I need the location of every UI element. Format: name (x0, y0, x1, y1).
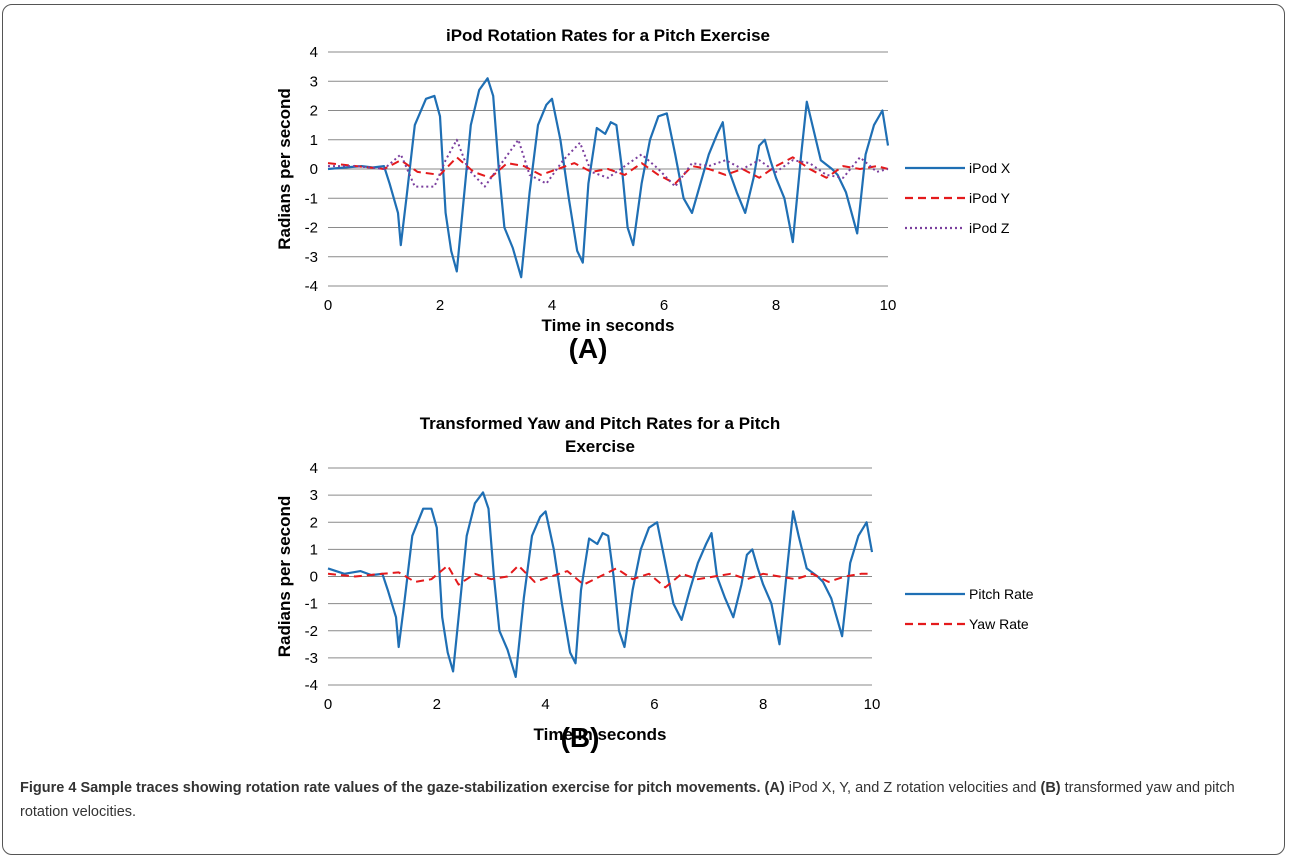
chart-b-y-tick-label: -1 (305, 596, 318, 613)
chart-b-x-tick-label: 2 (433, 696, 441, 713)
chart-a-series-line-ipod-y (327, 156, 889, 185)
chart-b-panel-label: (B) (561, 722, 600, 753)
chart-b-y-tick-label: 3 (310, 487, 318, 504)
figure-caption: Figure 4 Sample traces showing rotation … (20, 776, 1270, 824)
chart-a-legend-label: iPod X (969, 160, 1011, 176)
caption-figure-label: Figure 4 (20, 780, 77, 796)
figure-frame (2, 4, 1285, 855)
chart-b-y-tick-label: -2 (305, 623, 318, 640)
chart-b-series-line-pitch-rate (327, 491, 874, 679)
chart-a-series-line-ipod-z (328, 138, 889, 188)
chart-b-y-tick-label: 2 (310, 514, 318, 531)
chart-b-x-tick-label: 8 (759, 696, 767, 713)
chart-a-panel-label: (A) (569, 333, 608, 364)
chart-a-x-tick-label: 8 (772, 297, 780, 314)
chart-a-y-tick-label: -4 (305, 278, 318, 295)
caption-text-a: iPod X, Y, and Z rotation velocities and (788, 780, 1037, 796)
chart-a-y-tick-label: -2 (305, 220, 318, 237)
chart-b-legend-label: Pitch Rate (969, 586, 1034, 602)
chart-b-y-tick-label: -3 (305, 650, 318, 667)
chart-a-y-tick-label: 1 (310, 132, 318, 149)
chart-b-y-tick-label: 1 (310, 541, 318, 558)
chart-a-x-axis-title: Time in seconds (542, 316, 675, 335)
chart-a-y-tick-label: 0 (310, 161, 318, 178)
chart-b-title: Transformed Yaw and Pitch Rates for a Pi… (420, 414, 781, 433)
chart-a-y-tick-label: -1 (305, 190, 318, 207)
chart-a-y-tick-label: 2 (310, 103, 318, 120)
caption-text-b: transformed yaw and pitch rotation veloc… (20, 780, 1235, 820)
chart-b-x-tick-label: 6 (650, 696, 658, 713)
figure-charts: iPod Rotation Rates for a Pitch Exercise… (275, 26, 1034, 753)
chart-b-x-axis-title: Time in seconds (534, 725, 667, 744)
chart-a-y-tick-label: 3 (310, 73, 318, 90)
chart-a-x-tick-label: 4 (548, 297, 556, 314)
chart-a-title: iPod Rotation Rates for a Pitch Exercise (446, 26, 770, 45)
chart-a-x-tick-label: 0 (324, 297, 332, 314)
chart-b-y-axis-title: Radians per second (275, 496, 294, 658)
chart-b-y-tick-label: -4 (305, 677, 318, 694)
chart-a-y-tick-label: 4 (310, 44, 318, 61)
chart-b-x-tick-label: 10 (864, 696, 881, 713)
caption-label-a: (A) (764, 780, 785, 796)
chart-a-x-tick-label: 10 (880, 297, 897, 314)
chart-a-x-tick-label: 6 (660, 297, 668, 314)
chart-b-title: Exercise (565, 437, 635, 456)
chart-a-x-tick-label: 2 (436, 297, 444, 314)
caption-title: Sample traces showing rotation rate valu… (80, 780, 761, 796)
caption-label-b: (B) (1040, 780, 1061, 796)
chart-a-y-tick-label: -3 (305, 249, 318, 266)
chart-b-y-tick-label: 4 (310, 460, 318, 477)
chart-a-legend-label: iPod Z (969, 220, 1010, 236)
chart-b-x-tick-label: 4 (541, 696, 549, 713)
chart-b-legend-label: Yaw Rate (969, 616, 1029, 632)
chart-a-legend-label: iPod Y (969, 190, 1011, 206)
chart-b-x-tick-label: 0 (324, 696, 332, 713)
chart-a-y-axis-title: Radians per second (275, 88, 294, 250)
chart-b-series-line-yaw-rate (327, 564, 872, 589)
chart-a-series-line-ipod-x (327, 77, 890, 279)
chart-b-y-tick-label: 0 (310, 569, 318, 586)
